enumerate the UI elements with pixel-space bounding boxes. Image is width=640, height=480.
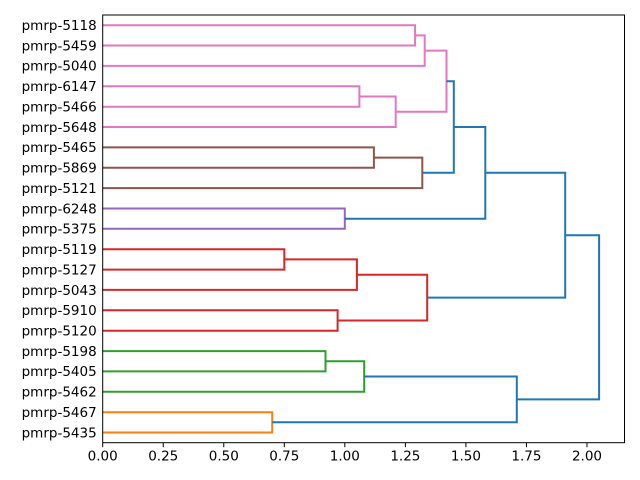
leaf-label-pmrp-5869: pmrp-5869 <box>22 161 97 177</box>
leaf-label-pmrp-6147: pmrp-6147 <box>22 79 97 95</box>
leaf-label-pmrp-5040: pmrp-5040 <box>22 59 97 75</box>
leaf-label-pmrp-5120: pmrp-5120 <box>22 323 97 339</box>
plot-border <box>102 14 625 444</box>
leaf-label-pmrp-5435: pmrp-5435 <box>22 425 97 441</box>
x-tick-label: 1.25 <box>390 449 420 465</box>
x-tick-label: 1.00 <box>330 449 360 465</box>
x-tick-label: 0.00 <box>88 449 118 465</box>
x-tick-label: 0.75 <box>269 449 299 465</box>
leaf-label-pmrp-5121: pmrp-5121 <box>22 181 97 197</box>
x-tick-label: 0.25 <box>148 449 178 465</box>
leaf-label-pmrp-5118: pmrp-5118 <box>22 18 97 34</box>
leaf-label-pmrp-5127: pmrp-5127 <box>22 262 97 278</box>
leaf-label-pmrp-5459: pmrp-5459 <box>22 38 97 54</box>
leaf-label-pmrp-5119: pmrp-5119 <box>22 242 97 258</box>
leaf-label-pmrp-5405: pmrp-5405 <box>22 364 97 380</box>
dendrogram-link-T <box>516 234 601 401</box>
leaf-label-pmrp-5467: pmrp-5467 <box>22 405 97 421</box>
leaf-label-pmrp-5043: pmrp-5043 <box>22 283 97 299</box>
leaf-label-pmrp-5462: pmrp-5462 <box>22 385 97 401</box>
leaf-label-pmrp-5375: pmrp-5375 <box>22 222 97 238</box>
x-tick-label: 0.50 <box>209 449 239 465</box>
leaf-label-pmrp-5648: pmrp-5648 <box>22 120 97 136</box>
x-tick-label: 2.00 <box>572 449 602 465</box>
leaf-label-pmrp-5465: pmrp-5465 <box>22 140 97 156</box>
x-tick-label: 1.75 <box>511 449 541 465</box>
leaf-label-pmrp-5910: pmrp-5910 <box>22 303 97 319</box>
leaf-label-pmrp-5198: pmrp-5198 <box>22 344 97 360</box>
leaf-label-pmrp-5466: pmrp-5466 <box>22 99 97 115</box>
x-tick-label: 1.50 <box>451 449 481 465</box>
leaf-label-pmrp-6248: pmrp-6248 <box>22 201 97 217</box>
